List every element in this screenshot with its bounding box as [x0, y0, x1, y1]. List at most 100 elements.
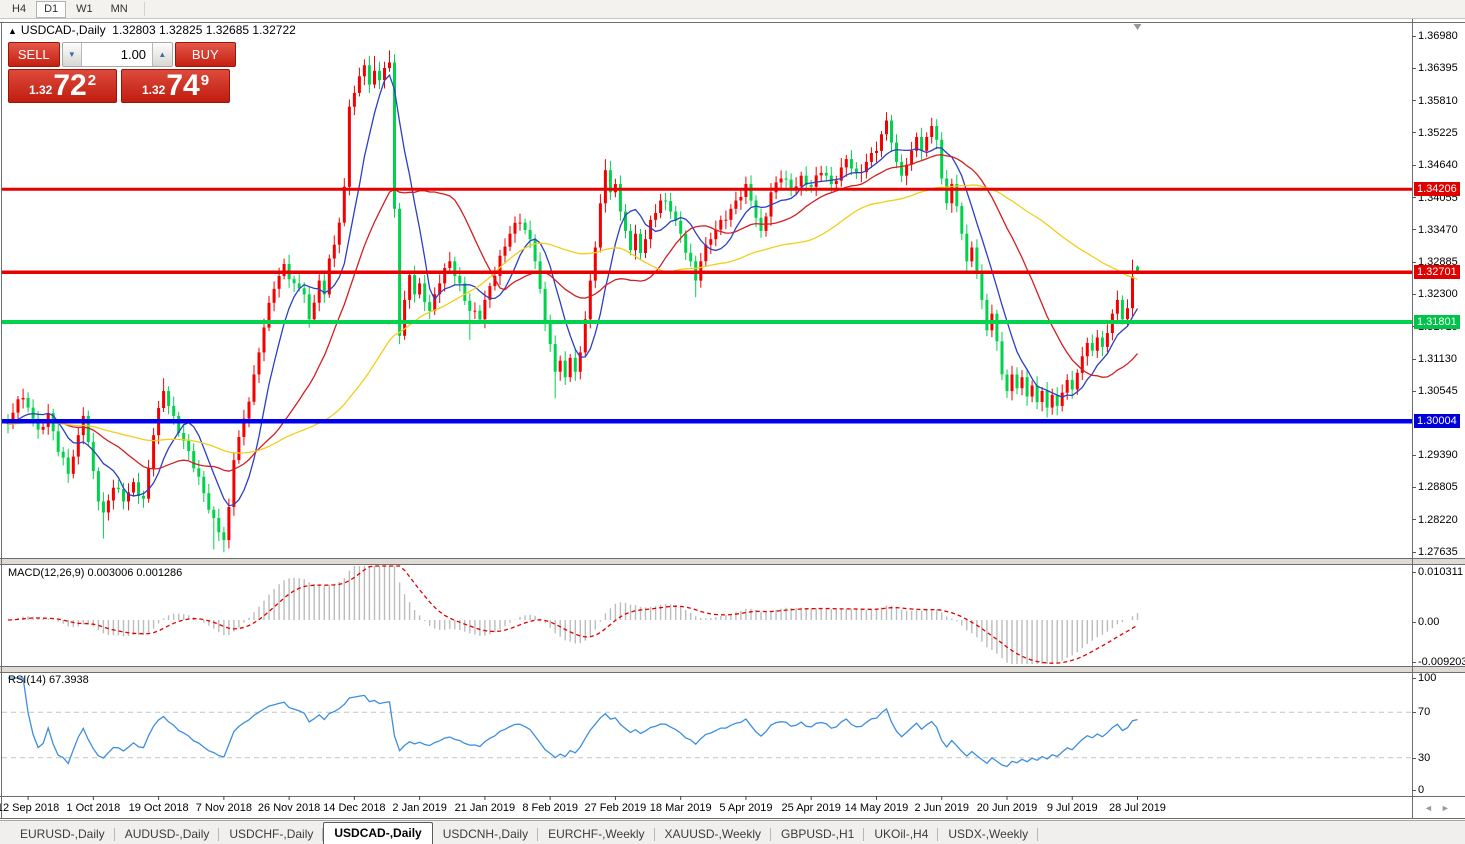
date-label: 19 Oct 2018	[129, 802, 189, 814]
axis-tick-mark	[1412, 711, 1416, 713]
price-tick-label: 1.28805	[1412, 481, 1458, 494]
chart-shift-icon[interactable]	[1133, 24, 1142, 30]
timeframe-button-h4[interactable]: H4	[12, 2, 27, 15]
rsi-tick-label: 30	[1412, 752, 1430, 765]
price-tick-label: 1.35810	[1412, 95, 1458, 108]
rsi-line	[8, 677, 1138, 768]
timeframe-toolbar: H4 D1 W1 MN	[0, 0, 1465, 19]
price-tick-label: 1.34640	[1412, 159, 1458, 172]
axis-tick-mark	[1412, 486, 1416, 488]
date-label: 5 Apr 2019	[719, 802, 772, 814]
chart-background	[0, 19, 1465, 818]
date-label: 9 Jul 2019	[1047, 802, 1098, 814]
tab-xauusd-weekly[interactable]: XAUUSD-,Weekly	[655, 825, 772, 844]
scroll-left-icon[interactable]: ◄	[1424, 803, 1441, 813]
buy-price-panel[interactable]: 1.32 74 9	[121, 69, 230, 103]
price-level-badge: 1.34206	[1414, 182, 1460, 197]
axis-tick-mark	[1412, 132, 1416, 134]
date-label: 1 Oct 2018	[66, 802, 120, 814]
buy-button[interactable]: BUY	[174, 42, 236, 67]
timeframe-button-d1[interactable]: D1	[36, 0, 67, 18]
price-level-badge: 1.30004	[1414, 414, 1460, 429]
tab-usdx-weekly[interactable]: USDX-,Weekly	[938, 825, 1038, 844]
pane-splitter[interactable]	[0, 558, 1465, 564]
date-label: 21 Jan 2019	[455, 802, 516, 814]
axis-tick-mark	[1412, 67, 1416, 69]
price-tick-label: 1.30545	[1412, 385, 1458, 398]
rsi-label: RSI(14) 67.3938	[8, 674, 89, 686]
axis-tick-mark	[1412, 294, 1416, 295]
axis-tick-mark	[1412, 35, 1416, 37]
axis-tick-mark	[1412, 229, 1416, 231]
macd-tick-label: -0.009203	[1412, 656, 1465, 669]
collapse-trade-panel-icon[interactable]: ▲	[8, 26, 17, 36]
tab-usdchf-daily[interactable]: USDCHF-,Daily	[219, 825, 324, 844]
timeframe-button-mn[interactable]: MN	[110, 2, 128, 15]
axis-tick-mark	[1412, 789, 1416, 791]
date-label: 20 Jun 2019	[977, 802, 1038, 814]
chart-title: ▲ USDCAD-,Daily 1.32803 1.32825 1.32685 1…	[8, 23, 296, 37]
macd-label: MACD(12,26,9) 0.003006 0.001286	[8, 567, 183, 579]
date-label: 18 Mar 2019	[650, 802, 712, 814]
tab-eurchf-weekly[interactable]: EURCHF-,Weekly	[538, 825, 655, 844]
symbol-tabbar: EURUSD-,Daily AUDUSD-,Daily USDCHF-,Daily U…	[0, 820, 1465, 844]
ma-fast-line	[7, 73, 1139, 507]
scroll-right-icon[interactable]: ►	[1440, 803, 1458, 813]
date-label: 25 Apr 2019	[782, 802, 841, 814]
date-label: 27 Feb 2019	[585, 802, 647, 814]
sell-price-pipette: 2	[87, 72, 97, 89]
volume-input[interactable]	[82, 43, 153, 66]
buy-price-prefix: 1.32	[141, 83, 166, 97]
rsi-tick-label: 0	[1412, 784, 1424, 797]
date-label: 7 Nov 2018	[196, 802, 252, 814]
price-tick-label: 1.28220	[1412, 514, 1458, 527]
macd-tick-label: 0.00	[1412, 616, 1439, 629]
sell-price-panel[interactable]: 1.32 72 2	[8, 69, 117, 103]
tab-gbpusd-h1[interactable]: GBPUSD-,H1	[771, 825, 865, 844]
toolbar-separator	[143, 2, 145, 16]
tab-audusd-daily[interactable]: AUDUSD-,Daily	[115, 825, 220, 844]
rsi-tick-label: 100	[1412, 672, 1436, 685]
price-tick-label: 1.32300	[1412, 288, 1458, 301]
ma-mid-line	[7, 154, 1138, 472]
price-tick-label: 1.36980	[1412, 30, 1458, 43]
volume-decrease-icon[interactable]: ▼	[62, 43, 83, 66]
buy-price-big: 74	[166, 69, 200, 102]
tab-usdcad-daily[interactable]: USDCAD-,Daily	[323, 822, 433, 844]
volume-increase-icon[interactable]: ▲	[152, 43, 172, 66]
date-label: 26 Nov 2018	[258, 802, 320, 814]
date-label: 12 Sep 2018	[0, 802, 59, 814]
tab-usdcnh-daily[interactable]: USDCNH-,Daily	[433, 825, 539, 844]
price-tick-label: 1.35225	[1412, 127, 1458, 140]
sell-price-prefix: 1.32	[28, 83, 53, 97]
rsi-tick-label: 70	[1412, 706, 1430, 719]
price-axis: 1.36980 1.36395 1.35810 1.35225 1.34640 1.340…	[1412, 19, 1465, 819]
price-tick-label: 1.36395	[1412, 62, 1458, 75]
date-label: 14 May 2019	[845, 802, 909, 814]
ma-slow-line	[7, 184, 1138, 454]
price-level-badge: 1.31801	[1414, 314, 1460, 329]
axis-tick-mark	[1412, 757, 1416, 759]
buy-price-pipette: 9	[200, 72, 210, 89]
sell-price-big: 72	[53, 69, 87, 102]
axis-tick-mark	[1412, 661, 1416, 663]
tab-ukoil-h4[interactable]: UKOil-,H4	[864, 825, 939, 844]
price-tick-label: 1.32885	[1412, 256, 1458, 269]
tab-eurusd-daily[interactable]: EURUSD-,Daily	[10, 825, 115, 844]
timeframe-button-w1[interactable]: W1	[76, 2, 93, 15]
date-label: 28 Jul 2019	[1109, 802, 1166, 814]
macd-signal-line	[7, 565, 1138, 664]
date-label: 14 Dec 2018	[323, 802, 385, 814]
sell-button[interactable]: SELL	[8, 42, 60, 67]
axis-tick-mark	[1412, 677, 1416, 679]
axis-tick-mark	[1412, 621, 1416, 623]
volume-stepper: ▼ ▲	[61, 42, 173, 67]
axis-tick-mark	[1412, 197, 1416, 199]
axis-tick-mark	[1412, 261, 1416, 263]
pane-splitter[interactable]	[0, 666, 1465, 672]
axis-tick-mark	[1412, 164, 1416, 166]
date-label: 8 Feb 2019	[522, 802, 578, 814]
horizontal-scroll-arrows[interactable]: ◄►	[1424, 803, 1458, 813]
price-level-badge: 1.32701	[1414, 265, 1460, 280]
